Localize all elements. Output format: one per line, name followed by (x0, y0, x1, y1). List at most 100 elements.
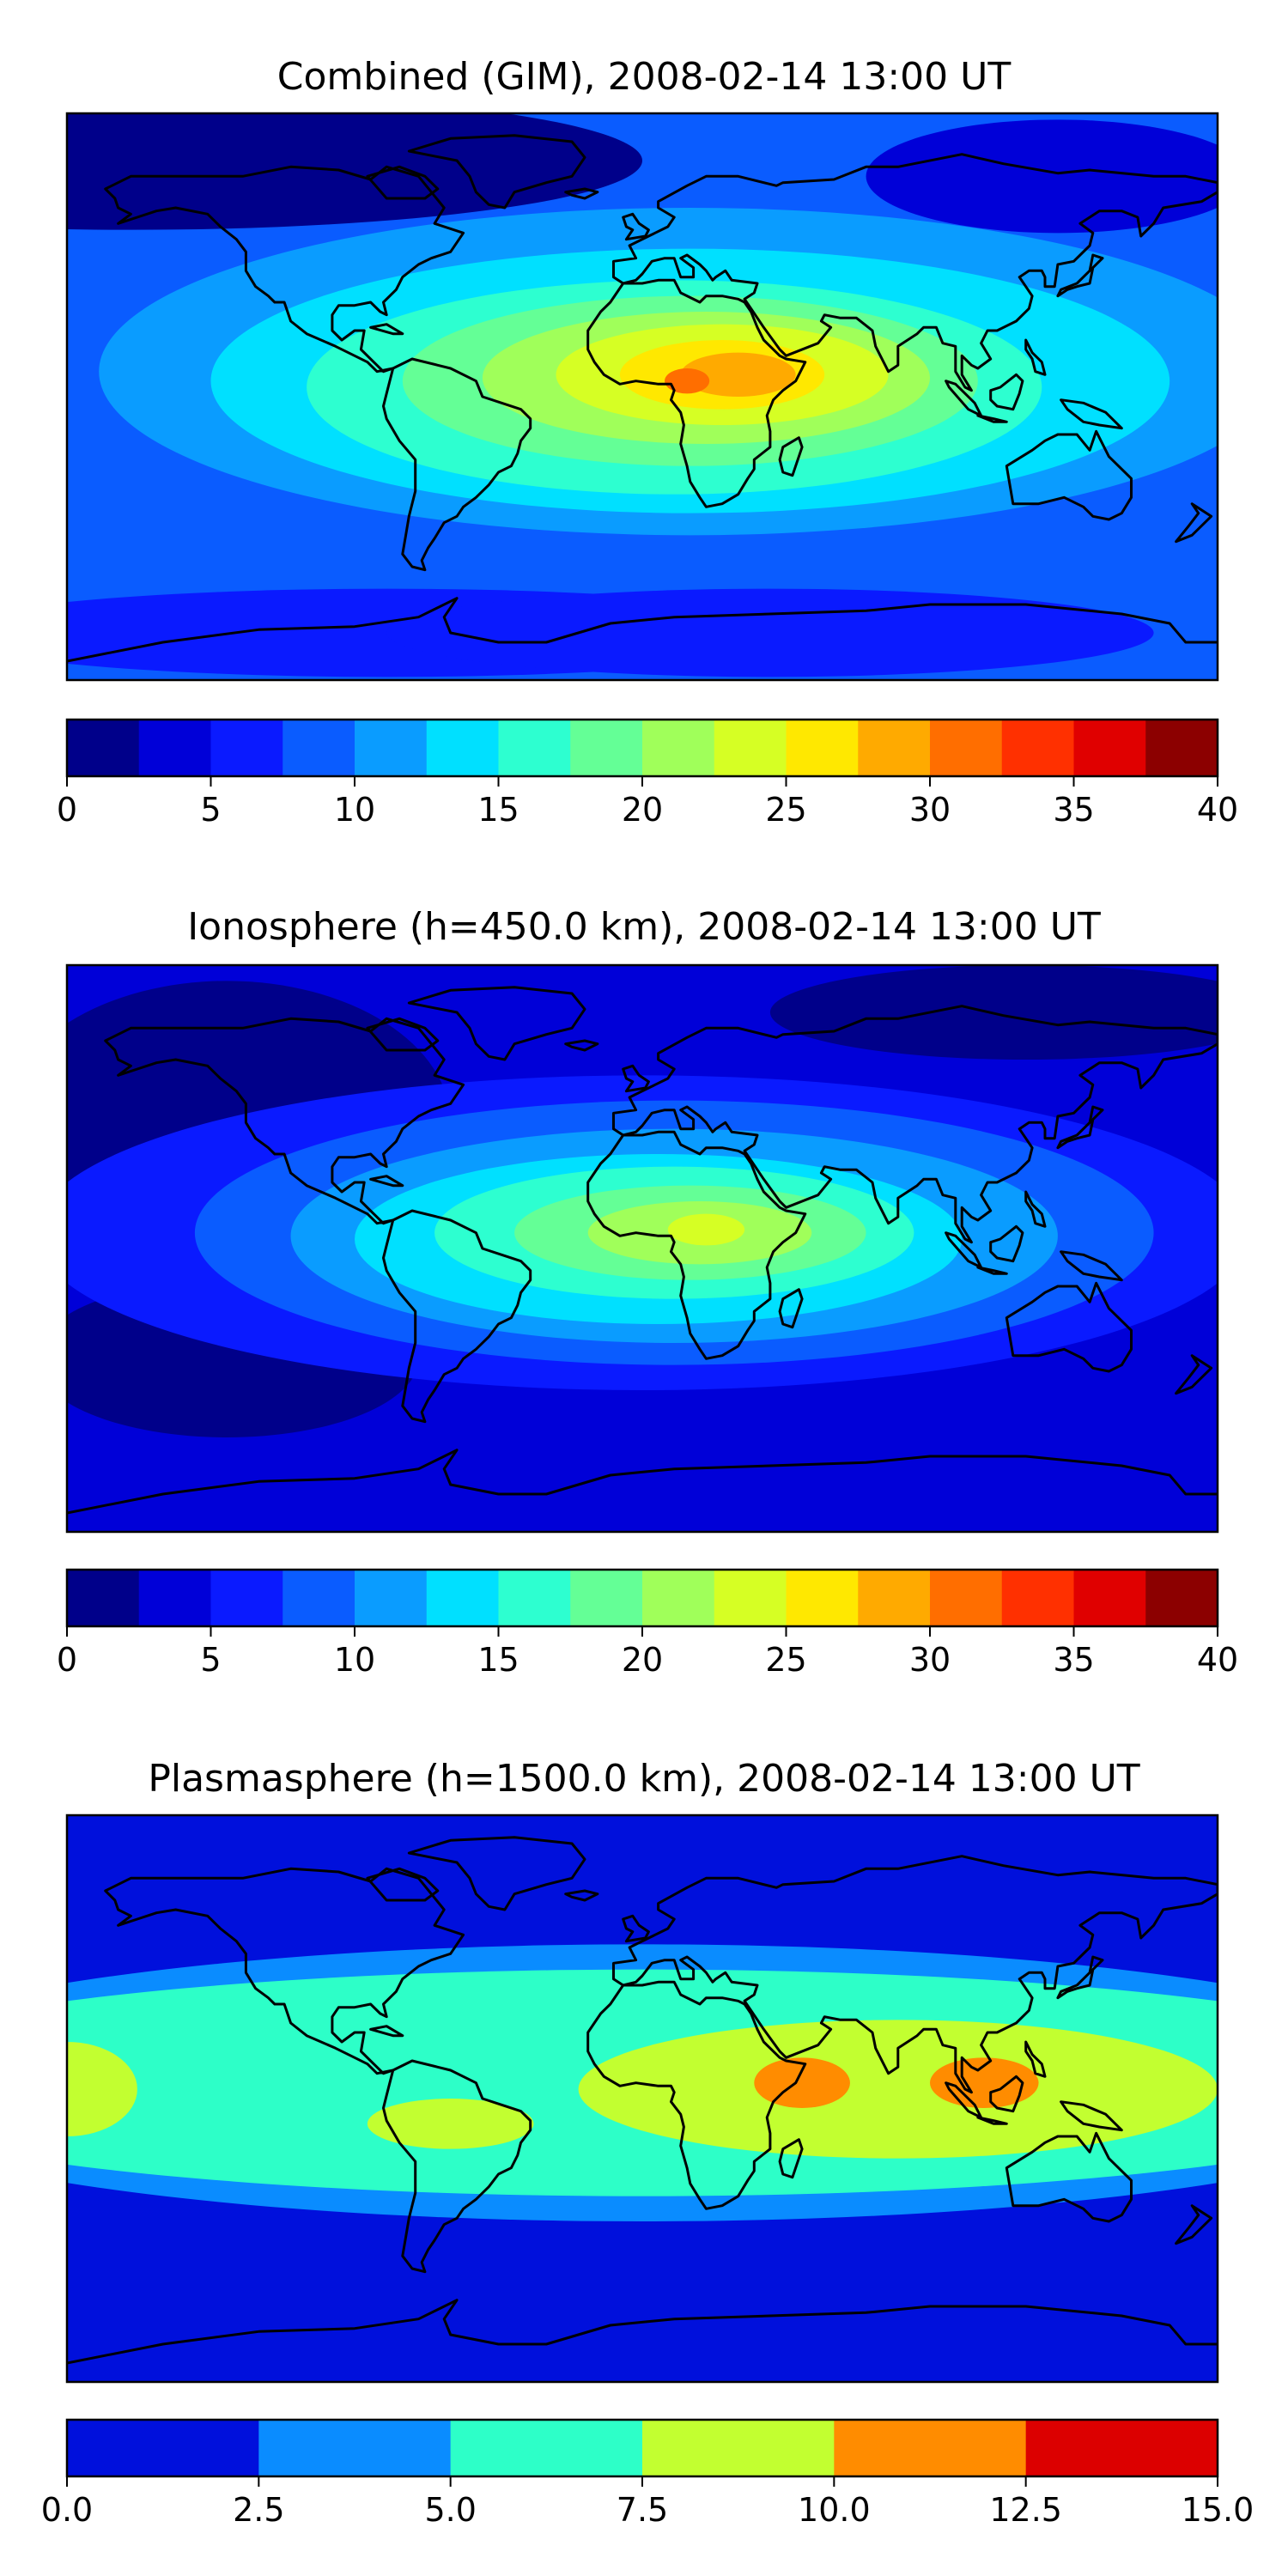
colorbar-segment (1001, 1570, 1074, 1626)
coastline-britain (622, 212, 650, 241)
colorbar-segment (1025, 2420, 1218, 2476)
colorbar-tick-label: 0 (57, 791, 77, 829)
colorbar-tick-label: 12.5 (989, 2491, 1062, 2529)
coastline-antarctica (67, 597, 1218, 663)
coastline-new-guinea (1060, 1250, 1123, 1282)
panel-title: Combined (GIM), 2008-02-14 13:00 UT (277, 55, 1012, 99)
colorbar-segment (786, 1570, 859, 1626)
colorbar-tick-label: 10.0 (798, 2491, 871, 2529)
panel-title: Plasmasphere (h=1500.0 km), 2008-02-14 1… (148, 1757, 1139, 1801)
coastline-japan (1056, 1955, 1104, 2000)
tec-contour-region (930, 2057, 1039, 2109)
coastline-australia (1005, 2131, 1133, 2223)
map-frame (65, 1814, 1219, 2384)
coastline-south-america (382, 2059, 532, 2274)
coastline-greenland (407, 134, 586, 210)
coastline-africa (586, 1130, 807, 1360)
coastline-iceland (564, 1889, 599, 1902)
colorbar-tick-label: 15 (477, 1641, 519, 1679)
coastline-madagascar (778, 2138, 804, 2179)
colorbar-segment (138, 720, 211, 776)
coastline-eurasia (612, 1855, 1218, 2094)
colorbar-segment (1145, 720, 1218, 776)
coastline-baffin-island (366, 1017, 440, 1052)
panel-combined: Combined (GIM), 2008-02-14 13:00 UT 0 5 10… (57, 55, 1238, 829)
coastline-philippines (1024, 2040, 1047, 2078)
tec-contour-region (769, 965, 1218, 1060)
colorbar-tick-label: 2.5 (233, 2491, 284, 2529)
coastline-baffin-island (366, 165, 440, 200)
panel-plasmasphere: Plasmasphere (h=1500.0 km), 2008-02-14 1… (41, 1757, 1255, 2529)
coastline-madagascar (778, 436, 804, 477)
colorbar-segment (138, 1570, 211, 1626)
coastline-japan (1056, 1105, 1104, 1150)
coastline-new-zealand (1175, 502, 1213, 544)
coastline-north-america (104, 1017, 465, 1225)
tec-contour-region (665, 368, 710, 394)
coastline-antarctica (67, 1449, 1218, 1515)
coastline-new-guinea (1060, 398, 1123, 430)
colorbar-segment (714, 720, 787, 776)
coastline-iceland (564, 187, 599, 200)
coastline-borneo (989, 1224, 1024, 1263)
coastline-java (976, 414, 1008, 423)
colorbar-segment (930, 720, 1003, 776)
tec-contour-region (67, 113, 642, 230)
colorbar-tick-label: 40 (1197, 1641, 1238, 1679)
colorbar-segment (355, 720, 428, 776)
colorbar-tick-label: 20 (622, 791, 663, 829)
colorbar-segment (642, 2420, 835, 2476)
colorbar-segment (450, 2420, 643, 2476)
tec-contour-region (578, 2020, 1218, 2159)
colorbar-segment (786, 720, 859, 776)
colorbar-tick-label: 5 (200, 791, 221, 829)
colorbar-segment (714, 1570, 787, 1626)
panel-ionosphere: Ionosphere (h=450.0 km), 2008-02-14 13:0… (57, 905, 1238, 1679)
tec-contour-region (680, 352, 796, 398)
map-frame (65, 112, 1219, 682)
tec-contour-region (754, 2057, 850, 2109)
coastline-australia (1005, 429, 1133, 521)
colorbar-tick-label: 5.0 (424, 2491, 476, 2529)
coastline-iceland (564, 1039, 599, 1052)
coastline-greenland (407, 1836, 586, 1911)
colorbar-segment (858, 1570, 931, 1626)
tec-contour-region (866, 119, 1218, 234)
coastline-java (976, 2116, 1008, 2125)
colorbar-tick-label: 10 (334, 791, 375, 829)
panel-title: Ionosphere (h=450.0 km), 2008-02-14 13:0… (187, 905, 1101, 949)
map-frame (65, 963, 1219, 1534)
tec-contour-region (367, 2099, 534, 2149)
colorbar-tick-label: 10 (334, 1641, 375, 1679)
colorbar-tick-label: 30 (909, 1641, 951, 1679)
colorbar-segment (834, 2420, 1027, 2476)
coastline-japan (1056, 253, 1104, 298)
map-plot (65, 1814, 1219, 2384)
coastline-greenland (407, 986, 586, 1061)
colorbar-segment (1001, 720, 1074, 776)
colorbar-segment (258, 2420, 452, 2476)
coastline-africa (586, 278, 807, 508)
colorbar-tick-label: 5 (200, 1641, 221, 1679)
tec-contour-region (67, 2042, 137, 2136)
colorbar-tick-label: 15 (477, 791, 519, 829)
colorbar-tick-label: 25 (765, 791, 806, 829)
colorbar-segment (1145, 1570, 1218, 1626)
coastline-new-guinea (1060, 2100, 1123, 2132)
coastline-cuba (369, 323, 404, 336)
colorbar-tick-label: 15.0 (1182, 2491, 1255, 2529)
map-plot (65, 112, 1219, 682)
coastline-new-zealand (1175, 2204, 1213, 2245)
colorbar: 0.0 2.5 5.0 7.5 10.0 12.5 15.0 (41, 2418, 1255, 2529)
coastline-britain (622, 1914, 650, 1943)
colorbar-segment (426, 720, 499, 776)
coastline-cuba (369, 1175, 404, 1188)
colorbar-tick-label: 0.0 (41, 2491, 93, 2529)
colorbar-segment (498, 720, 571, 776)
colorbar-segment (570, 1570, 643, 1626)
colorbar-segment (210, 720, 283, 776)
colorbar-segment (67, 1570, 140, 1626)
colorbar-tick-label: 7.5 (617, 2491, 668, 2529)
colorbar-segment (858, 720, 931, 776)
